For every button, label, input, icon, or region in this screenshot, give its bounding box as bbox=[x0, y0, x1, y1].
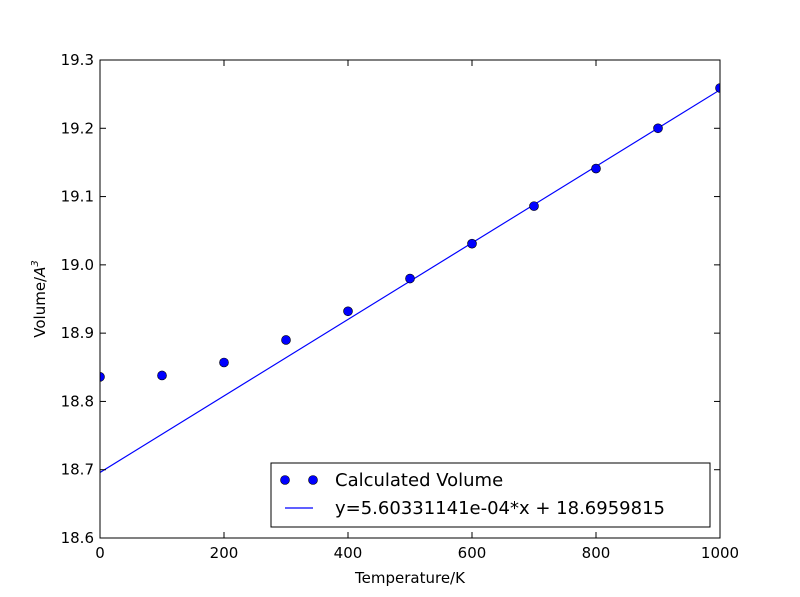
data-point bbox=[715, 83, 720, 93]
data-point bbox=[653, 123, 663, 134]
data-point bbox=[591, 163, 601, 174]
y-tick-label: 18.9 bbox=[61, 324, 94, 342]
y-tick-label: 18.6 bbox=[61, 529, 94, 547]
data-point bbox=[529, 201, 539, 211]
x-axis-ticks: 0 200 400 600 800 1000 bbox=[95, 60, 739, 562]
data-point bbox=[219, 357, 229, 368]
data-point bbox=[157, 370, 167, 381]
y-tick-label: 19.0 bbox=[61, 256, 94, 274]
data-point bbox=[405, 273, 415, 284]
x-tick-label: 0 bbox=[95, 544, 105, 562]
y-tick-label: 18.8 bbox=[61, 392, 94, 410]
y-axis-ticks: 18.6 18.7 18.8 18.9 19.0 19.1 19.2 19.3 bbox=[61, 51, 720, 547]
y-tick-label: 19.2 bbox=[61, 119, 94, 137]
data-point bbox=[343, 306, 353, 317]
x-tick-label: 600 bbox=[458, 544, 487, 562]
x-tick-label: 1000 bbox=[701, 544, 739, 562]
plot-frame bbox=[99, 59, 721, 539]
x-axis-label: Temperature/K bbox=[354, 569, 466, 587]
x-tick-label: 200 bbox=[210, 544, 239, 562]
y-tick-label: 18.7 bbox=[61, 461, 94, 479]
y-tick-label: 19.3 bbox=[61, 51, 94, 69]
data-point bbox=[100, 372, 105, 382]
legend-label-fit-line: y=5.60331141e-04*x + 18.6959815 bbox=[335, 498, 665, 519]
y-axis-label-exponent: 3 bbox=[30, 260, 41, 266]
data-point bbox=[467, 238, 477, 249]
plot-content bbox=[100, 83, 720, 473]
data-point bbox=[281, 335, 291, 345]
y-axis-label-unit: A bbox=[31, 267, 49, 278]
y-axis-label: Volume/A3 bbox=[30, 260, 49, 337]
y-tick-label: 19.1 bbox=[61, 188, 94, 206]
y-axis-label-text: Volume/ bbox=[31, 276, 49, 338]
x-tick-label: 400 bbox=[334, 544, 363, 562]
legend: Calculated Volume y=5.60331141e-04*x + 1… bbox=[270, 462, 711, 528]
legend-box bbox=[270, 462, 711, 528]
x-tick-label: 800 bbox=[582, 544, 611, 562]
legend-label-calculated-volume: Calculated Volume bbox=[335, 470, 503, 491]
legend-marker-1 bbox=[280, 475, 290, 485]
legend-marker-2 bbox=[308, 475, 318, 485]
